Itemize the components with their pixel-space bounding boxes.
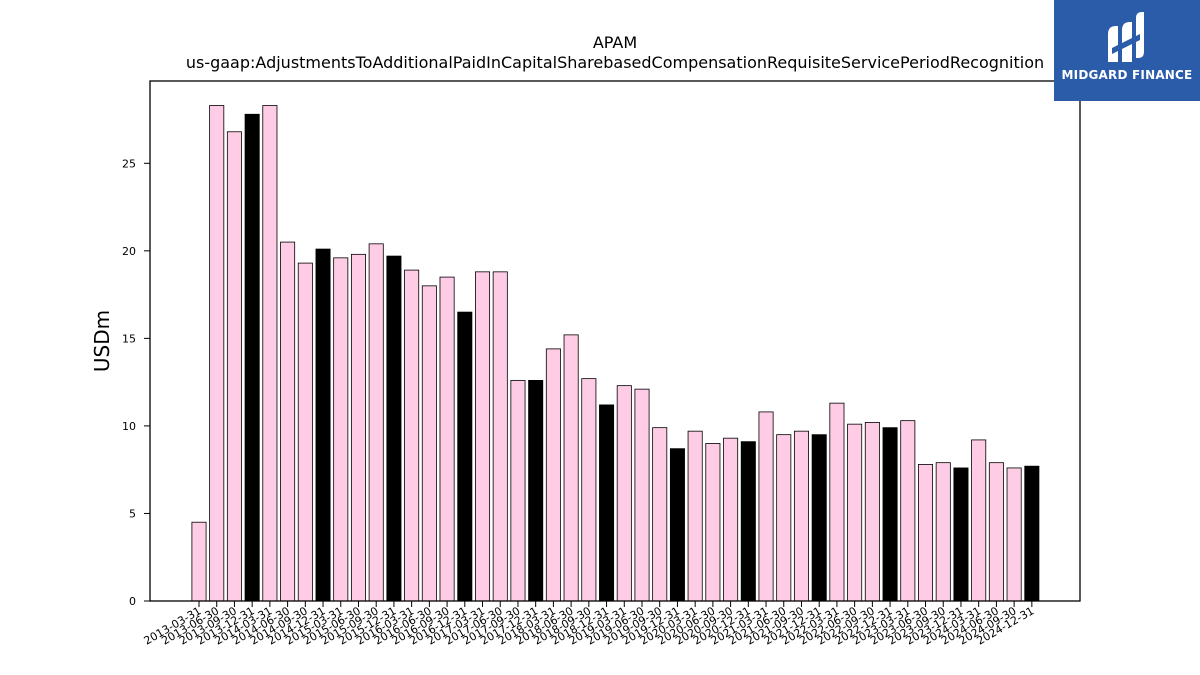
bar-2018-06-30 <box>563 334 579 602</box>
bar-2013-06-30 <box>209 105 225 602</box>
bar-2022-12-31 <box>882 427 898 602</box>
bar-2017-06-30 <box>492 271 508 602</box>
bar-2013-03-31 <box>191 521 207 602</box>
bar-2024-12-31 <box>1024 465 1040 602</box>
bar-2016-09-30 <box>439 276 455 602</box>
bar-2023-03-31 <box>900 420 916 602</box>
logo-mark-icon <box>1108 12 1144 62</box>
bar-2021-03-31 <box>758 411 774 602</box>
bar-2020-12-31 <box>740 441 756 602</box>
y-tick-label: 5 <box>129 507 136 520</box>
bar-2018-03-31 <box>545 348 561 602</box>
bar-2017-03-31 <box>475 271 491 602</box>
bar-2017-12-31 <box>528 379 544 602</box>
bar-2023-12-31 <box>953 467 969 602</box>
bar-2022-06-30 <box>847 423 863 602</box>
plot-frame <box>149 80 1081 602</box>
bar-2013-09-30 <box>226 131 242 602</box>
bar-2015-09-30 <box>368 243 384 602</box>
bar-2014-12-31 <box>315 248 331 602</box>
y-tick-label: 25 <box>122 157 136 170</box>
logo-text: MIDGARD FINANCE <box>1061 68 1193 82</box>
bar-2014-03-31 <box>262 105 278 602</box>
bar-2021-12-31 <box>811 434 827 602</box>
y-tick-label: 15 <box>122 332 136 345</box>
bar-2015-06-30 <box>350 253 366 602</box>
bar-2020-06-30 <box>705 443 721 602</box>
bar-2024-06-30 <box>988 462 1004 602</box>
y-axis-label: USDm <box>90 310 114 372</box>
bar-2023-06-30 <box>918 464 934 602</box>
bar-2017-09-30 <box>510 379 526 602</box>
bar-2019-12-31 <box>669 448 685 602</box>
chart-subtitle: us-gaap:AdjustmentsToAdditionalPaidInCap… <box>186 53 1044 72</box>
bar-2021-09-30 <box>793 430 809 602</box>
bar-2015-03-31 <box>333 257 349 602</box>
x-axis-ticks: 2013-03-312013-06-302013-09-302013-12-31… <box>142 601 1036 648</box>
y-tick-label: 10 <box>122 420 136 433</box>
bar-2022-09-30 <box>864 422 880 602</box>
bar-2019-03-31 <box>616 385 632 602</box>
bar-2019-06-30 <box>634 388 650 602</box>
bar-2014-06-30 <box>280 241 296 602</box>
bar-2019-09-30 <box>652 427 668 602</box>
brand-logo: MIDGARD FINANCE <box>1054 0 1200 101</box>
bar-2014-09-30 <box>297 262 313 602</box>
bar-2016-03-31 <box>404 269 420 602</box>
bar-2021-06-30 <box>776 434 792 602</box>
bar-2015-12-31 <box>386 255 402 602</box>
bar-2023-09-30 <box>935 462 951 602</box>
bar-2013-12-31 <box>244 113 260 602</box>
bar-2020-03-31 <box>687 430 703 602</box>
bar-2024-03-31 <box>971 439 987 602</box>
bar-2020-09-30 <box>723 437 739 602</box>
bars-group <box>191 105 1040 602</box>
y-tick-label: 20 <box>122 245 136 258</box>
bar-2022-03-31 <box>829 402 845 602</box>
y-axis-ticks: 0 5 10 15 20 25 <box>122 157 150 608</box>
bar-2018-12-31 <box>599 404 615 602</box>
chart-title: APAM <box>593 33 637 52</box>
bar-2016-06-30 <box>421 285 437 602</box>
bar-2016-12-31 <box>457 311 473 602</box>
y-tick-label: 0 <box>129 595 136 608</box>
bar-2024-09-30 <box>1006 467 1022 602</box>
bar-2018-09-30 <box>581 378 597 602</box>
